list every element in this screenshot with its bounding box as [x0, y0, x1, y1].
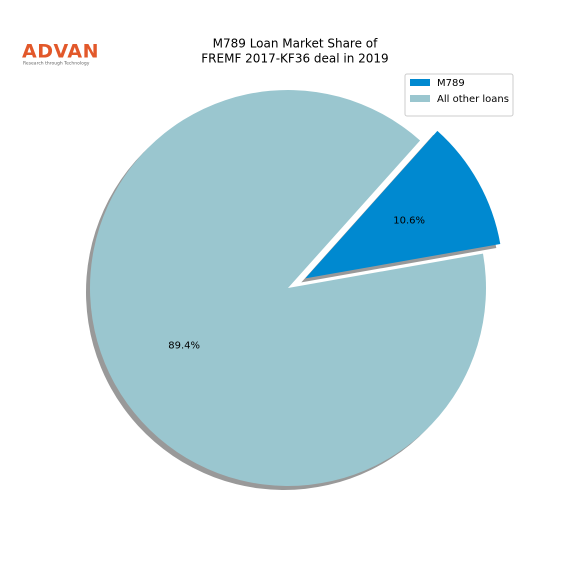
legend-label: M789	[437, 78, 465, 89]
legend-swatch	[410, 95, 430, 102]
slice-label: 10.6%	[393, 216, 425, 227]
slice	[89, 90, 486, 487]
legend-label: All other loans	[437, 94, 509, 105]
chart-title: FREMF 2017-KF36 deal in 2019	[201, 52, 388, 66]
logo-tagline: Research through Technology	[23, 61, 90, 67]
legend-box	[404, 73, 514, 117]
legend-swatch	[410, 79, 430, 86]
slice-label: 89.4%	[168, 341, 200, 352]
slice	[305, 130, 501, 279]
logo-name: ADVAN	[22, 41, 99, 63]
chart-title: M789 Loan Market Share of	[213, 37, 379, 51]
